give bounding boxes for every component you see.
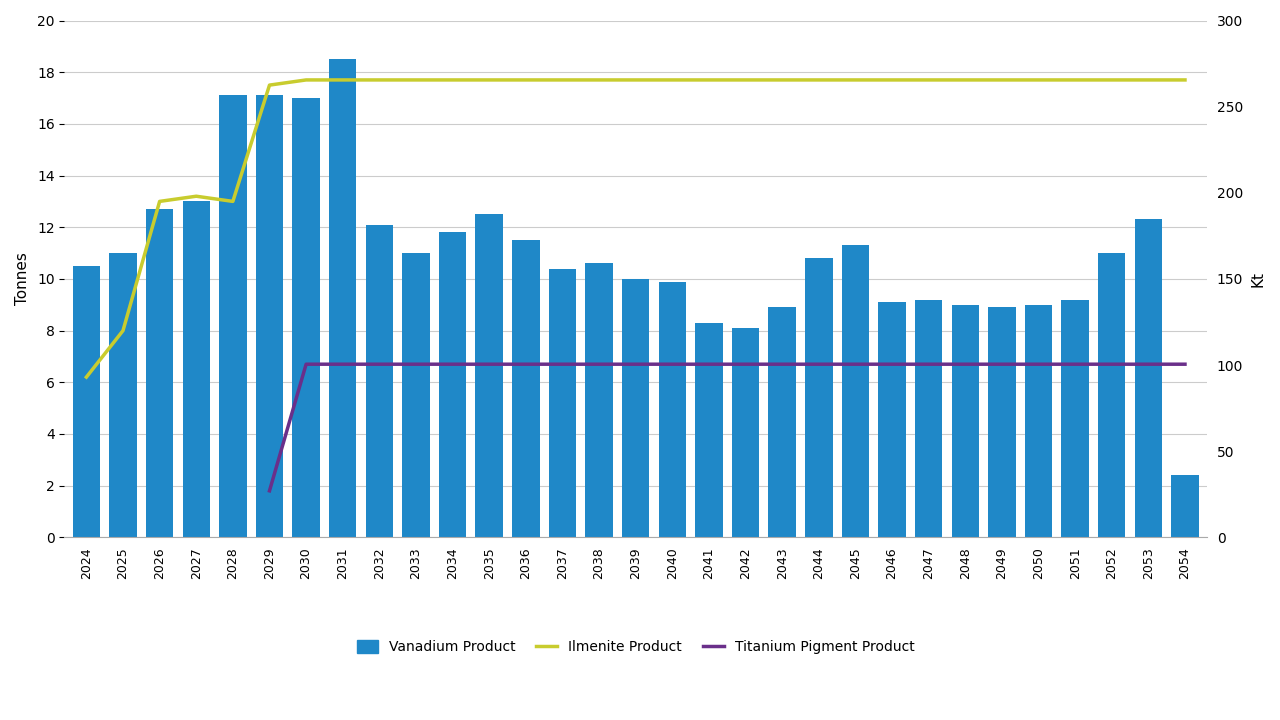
Bar [768,307,796,537]
Bar [1061,300,1089,537]
Bar [183,202,210,537]
Bar [1025,305,1052,537]
Bar [109,253,137,537]
Bar [659,282,686,537]
Bar [512,240,540,537]
Bar [622,279,649,537]
Bar [1098,253,1125,537]
Bar [219,96,247,537]
Bar [256,96,283,537]
Bar [402,253,430,537]
Bar [732,328,759,537]
Bar [1134,220,1162,537]
Bar [585,264,613,537]
Y-axis label: Tonnes: Tonnes [15,253,29,305]
Bar [366,225,393,537]
Bar [915,300,942,537]
Bar [146,209,173,537]
Bar [878,302,906,537]
Bar [475,215,503,537]
Bar [988,307,1015,537]
Bar [695,323,723,537]
Bar [951,305,979,537]
Bar [549,269,576,537]
Y-axis label: Kt: Kt [1251,271,1265,287]
Bar [805,258,832,537]
Legend: Vanadium Product, Ilmenite Product, Titanium Pigment Product: Vanadium Product, Ilmenite Product, Tita… [351,634,920,660]
Bar [1171,475,1198,537]
Bar [73,266,100,537]
Bar [439,233,466,537]
Bar [292,98,320,537]
Bar [842,246,869,537]
Bar [329,59,356,537]
